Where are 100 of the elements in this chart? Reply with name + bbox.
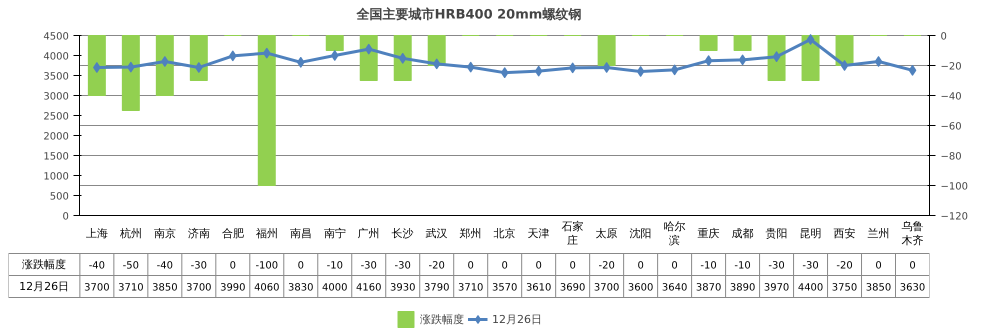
data-label: 0: [502, 260, 508, 272]
y2-tick-label: −20: [940, 62, 962, 72]
chart-title: 全国主要城市HRB400 20mm螺纹钢: [356, 6, 582, 22]
x-tick-label: 福州: [256, 227, 278, 240]
y-tick-label: 1000: [43, 172, 69, 182]
data-label: 0: [468, 260, 474, 272]
data-label: 3890: [730, 282, 756, 294]
x-tick-label: 北京: [494, 227, 516, 240]
x-tick-label: 杭州: [118, 227, 142, 240]
data-label: 3850: [152, 282, 178, 294]
x-tick-label: 广州: [358, 227, 380, 240]
point: [161, 56, 169, 67]
data-label: -30: [802, 260, 819, 272]
point: [262, 48, 271, 59]
data-label: 4060: [254, 282, 280, 294]
x-tick-label: 武汉: [426, 227, 448, 240]
data-label: 0: [569, 260, 576, 272]
text: 涨跌幅度: [22, 258, 66, 271]
y-tick-label: 3500: [43, 72, 69, 82]
y2-tick-label: −80: [940, 152, 962, 162]
data-label: 4400: [798, 282, 824, 294]
data-label: 3710: [118, 282, 144, 294]
legend-label: 12月26日: [492, 312, 542, 326]
data-label: -10: [700, 260, 717, 272]
point: [194, 62, 203, 73]
data-label: -20: [428, 260, 445, 272]
y2-tick-label: −40: [940, 92, 962, 102]
data-label: 3930: [390, 282, 416, 294]
x-tick-label: 合肥: [222, 227, 244, 240]
y-tick-label: 500: [50, 192, 69, 202]
data-label: -30: [190, 260, 207, 272]
data-label: 4000: [322, 282, 348, 294]
data-label: -30: [768, 260, 785, 272]
x-tick-label: 太原: [596, 227, 618, 240]
point: [534, 66, 543, 77]
data-label: 0: [671, 260, 678, 272]
x-tick-label: 长沙: [392, 227, 414, 240]
x-tick-label: 昆明: [800, 227, 822, 240]
data-label: 3870: [696, 282, 722, 294]
y2-tick-label: −60: [940, 122, 962, 132]
y-tick-label: 4500: [43, 32, 69, 42]
point: [636, 66, 644, 77]
y2-tick-label: −120: [940, 212, 968, 222]
point: [806, 34, 814, 45]
y2-tick-label: 0: [940, 32, 947, 42]
data-label: 3970: [764, 282, 790, 294]
data-label: 3700: [84, 282, 110, 294]
data-label: 3640: [662, 282, 688, 294]
x-tick-label: 上海: [86, 227, 108, 240]
point: [296, 56, 305, 68]
x-tick-label: 贵阳: [766, 227, 788, 240]
x-tick-label: 重庆: [698, 227, 720, 240]
data-label: 3610: [526, 282, 552, 294]
data-label: -40: [88, 260, 106, 272]
data-label: 3570: [492, 282, 518, 294]
data-label: 3790: [424, 282, 450, 294]
data-label: 0: [875, 260, 882, 272]
data-label: 3990: [220, 282, 246, 294]
data-label: -40: [156, 260, 174, 272]
y2-tick-label: −100: [940, 182, 968, 192]
x-tick-label: 乌鲁木齐: [902, 220, 924, 248]
y-tick-label: 2500: [43, 112, 69, 122]
point: [874, 56, 882, 67]
data-label: -10: [326, 260, 343, 272]
point: [500, 67, 509, 78]
point: [432, 58, 441, 70]
data-label: 3600: [628, 282, 654, 294]
x-tick-label: 济南: [188, 227, 210, 240]
data-label: -10: [734, 260, 751, 272]
data-label: 3830: [288, 282, 314, 294]
data-label: 0: [298, 260, 304, 272]
x-tick-label: 郑州: [460, 227, 482, 240]
x-tick-label: 哈尔滨: [664, 220, 686, 248]
y-tick-label: 0: [62, 212, 69, 222]
point: [602, 62, 610, 73]
text: 12月26日: [19, 280, 70, 293]
data-label: 0: [535, 260, 542, 272]
data-label: 3700: [186, 282, 212, 294]
x-tick-label: 沈阳: [630, 227, 652, 240]
data-label: 3750: [832, 282, 858, 294]
x-tick-label: 成都: [732, 227, 754, 240]
data-label: -50: [122, 260, 140, 272]
x-tick-label: 天津: [528, 227, 550, 240]
y-tick-label: 4000: [43, 52, 69, 62]
y-tick-label: 3000: [43, 92, 69, 102]
x-tick-label: 西安: [834, 227, 856, 240]
point: [330, 50, 339, 61]
data-label: 3630: [900, 282, 926, 294]
data-label: 3850: [866, 282, 892, 294]
data-label: 4160: [356, 282, 382, 294]
data-label: -30: [360, 260, 377, 272]
point: [840, 60, 848, 71]
x-tick-label: 南昌: [290, 227, 312, 240]
x-tick-label: 南京: [154, 227, 176, 240]
point: [93, 62, 101, 73]
point: [228, 50, 237, 62]
data-label: -20: [598, 260, 615, 272]
x-tick-label: 石家庄: [562, 220, 584, 248]
data-label: -100: [255, 260, 278, 272]
point: [364, 44, 373, 55]
